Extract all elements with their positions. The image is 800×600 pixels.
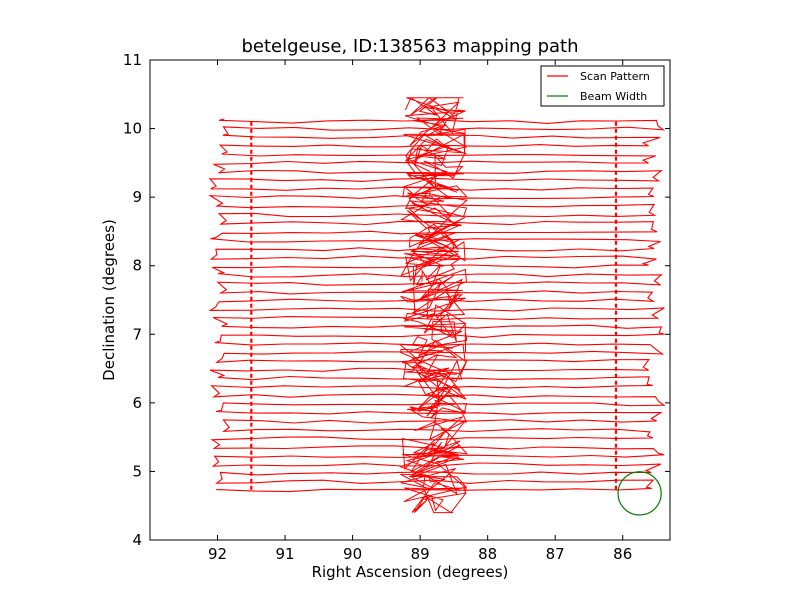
- y-tick-label: 9: [132, 188, 142, 206]
- legend: Scan Pattern Beam Width: [540, 65, 665, 107]
- x-tick-label: 87: [546, 545, 565, 563]
- legend-beam-label: Beam Width: [580, 90, 647, 103]
- scan-pattern-series: [208, 96, 666, 514]
- scan-dense-path: [398, 96, 469, 514]
- x-tick-label: 92: [208, 545, 227, 563]
- x-tick-label: 86: [613, 545, 632, 563]
- y-tick-label: 6: [132, 394, 142, 412]
- y-tick-label: 7: [132, 325, 142, 343]
- x-axis: 92 91 90 89 88 87 86: [208, 60, 632, 563]
- plot-frame: [149, 59, 671, 541]
- x-tick-label: 90: [343, 545, 362, 563]
- y-tick-label: 10: [123, 120, 142, 138]
- y-tick-label: 11: [123, 51, 142, 69]
- chart-title: betelgeuse, ID:138563 mapping path: [242, 36, 579, 57]
- y-axis-label: Declination (degrees): [100, 219, 118, 381]
- beam-width-circle: [617, 471, 662, 516]
- x-tick-label: 89: [411, 545, 430, 563]
- y-tick-label: 8: [132, 257, 142, 275]
- scan-raster-path: [208, 118, 666, 493]
- y-axis: 4 5 6 7 8 9 10 11: [123, 51, 670, 549]
- x-axis-label: Right Ascension (degrees): [312, 563, 509, 581]
- x-tick-label: 91: [276, 545, 295, 563]
- legend-scan-label: Scan Pattern: [580, 70, 650, 83]
- legend-box: [540, 65, 665, 107]
- x-tick-label: 88: [478, 545, 497, 563]
- y-tick-label: 4: [132, 531, 142, 549]
- beam-width-series: [617, 471, 662, 516]
- y-tick-label: 5: [132, 462, 142, 480]
